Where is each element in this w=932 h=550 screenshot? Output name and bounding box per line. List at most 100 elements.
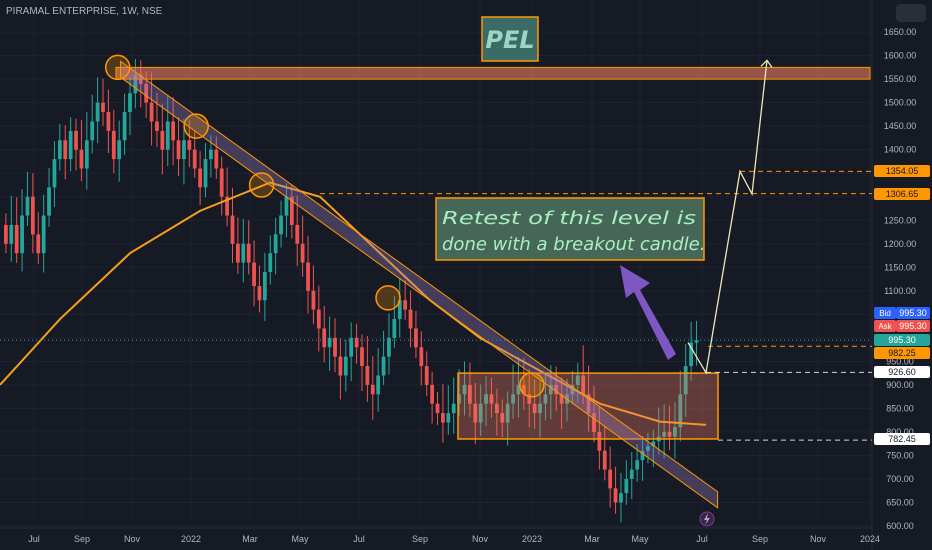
candle-body: [462, 384, 467, 395]
price-label-last: 995.30: [874, 334, 930, 346]
y-tick-label: 900.00: [886, 380, 914, 390]
touch-point-circle: [183, 113, 209, 139]
candle-body: [500, 413, 505, 423]
candle-body: [187, 140, 192, 150]
candle-body: [214, 149, 219, 169]
candle-body: [376, 375, 381, 395]
x-tick-label: Nov: [810, 534, 827, 544]
candle-body: [306, 262, 310, 291]
candle-body: [397, 300, 402, 320]
candle-body: [527, 394, 532, 404]
candle-body: [494, 403, 499, 414]
candle-body: [349, 337, 354, 357]
candle-body: [133, 74, 138, 94]
projection-arrowhead: [760, 59, 773, 68]
price-value-bg: [874, 188, 930, 200]
price-value: 982.25: [888, 348, 916, 358]
candle-body: [333, 337, 337, 357]
x-tick-label: 2023: [522, 534, 542, 544]
x-tick-label: Sep: [74, 534, 90, 544]
price-value-bg: [874, 366, 930, 378]
y-tick-label: 1100.00: [884, 286, 916, 296]
y-tick-label: 800.00: [886, 427, 914, 437]
candle-body: [489, 394, 494, 404]
y-tick-label: 1400.00: [884, 145, 917, 155]
price-label-l1306: 1306.65: [874, 188, 930, 200]
projection-path: [687, 60, 768, 375]
touch-point-circle: [104, 54, 131, 81]
title-box: [481, 16, 539, 62]
candle-body: [111, 130, 116, 160]
candle-body: [47, 187, 51, 216]
x-tick-label: Sep: [412, 534, 428, 544]
candle-body: [521, 384, 526, 395]
candle-body: [182, 140, 186, 160]
x-tick-label: May: [631, 534, 649, 544]
candle-body: [629, 469, 634, 479]
candle-body: [597, 431, 602, 451]
candle-body: [608, 469, 613, 489]
range-box: [457, 372, 719, 440]
menu-button[interactable]: [896, 4, 926, 22]
candle-body: [144, 83, 149, 103]
x-tick-label: Jul: [696, 534, 708, 544]
candle-body: [9, 224, 14, 244]
candle-body: [446, 413, 451, 423]
candle-body: [95, 102, 100, 122]
price-value-bg: [874, 433, 930, 445]
candle-body: [586, 394, 591, 414]
annotation-box: [435, 197, 705, 261]
candle-body: [592, 413, 596, 432]
candle-body: [198, 168, 203, 188]
candle-body: [538, 403, 542, 414]
candle-body: [635, 460, 640, 470]
candle-body: [295, 224, 300, 244]
candle-body: [236, 243, 240, 263]
candle-body: [662, 431, 667, 437]
price-value-bg: [874, 347, 930, 359]
price-value: 1306.65: [886, 189, 919, 199]
price-tag: Ask: [878, 322, 892, 331]
price-value: 782.45: [888, 434, 916, 444]
price-label-bid: Bid 995.30: [874, 307, 930, 319]
annotation-text: done with a breakout candle.: [442, 234, 705, 255]
candle-body: [403, 300, 408, 310]
candle-body: [516, 384, 521, 395]
candle-body: [370, 384, 375, 395]
candle-body: [673, 427, 677, 437]
y-tick-label: 1500.00: [884, 98, 917, 108]
candle-body: [14, 224, 19, 254]
price-value-bg: [896, 320, 930, 332]
price-label-ask: Ask 995.30: [874, 320, 930, 332]
touch-point-circle: [519, 372, 545, 398]
candle-body: [165, 121, 170, 150]
candle-body: [473, 403, 478, 423]
candle-body: [689, 342, 693, 367]
candle-body: [602, 450, 607, 470]
candle-body: [241, 243, 246, 263]
candle-body: [209, 149, 213, 160]
x-tick-label: 2022: [181, 534, 201, 544]
candle-body: [543, 394, 548, 404]
resistance-zone: [115, 66, 871, 80]
candle-body: [678, 394, 683, 428]
candle-body: [252, 262, 256, 287]
candle-body: [548, 384, 553, 395]
candle-body: [122, 112, 127, 141]
candle-body: [90, 121, 95, 141]
y-tick-label: 1650.00: [884, 27, 917, 37]
candle-body: [268, 253, 273, 272]
candle-body: [300, 243, 305, 263]
candle-body: [257, 286, 262, 301]
candle-body: [128, 93, 132, 113]
candle-body: [84, 140, 89, 169]
candle-body: [646, 446, 650, 451]
candle-body: [408, 309, 413, 329]
annotations: PEL Retest of this level is done with a br…: [0, 16, 872, 527]
candle-body: [68, 130, 73, 160]
x-tick-label: Mar: [242, 534, 258, 544]
candle-body: [117, 140, 122, 160]
candle-body: [484, 394, 488, 404]
price-value: 995.30: [899, 308, 927, 318]
